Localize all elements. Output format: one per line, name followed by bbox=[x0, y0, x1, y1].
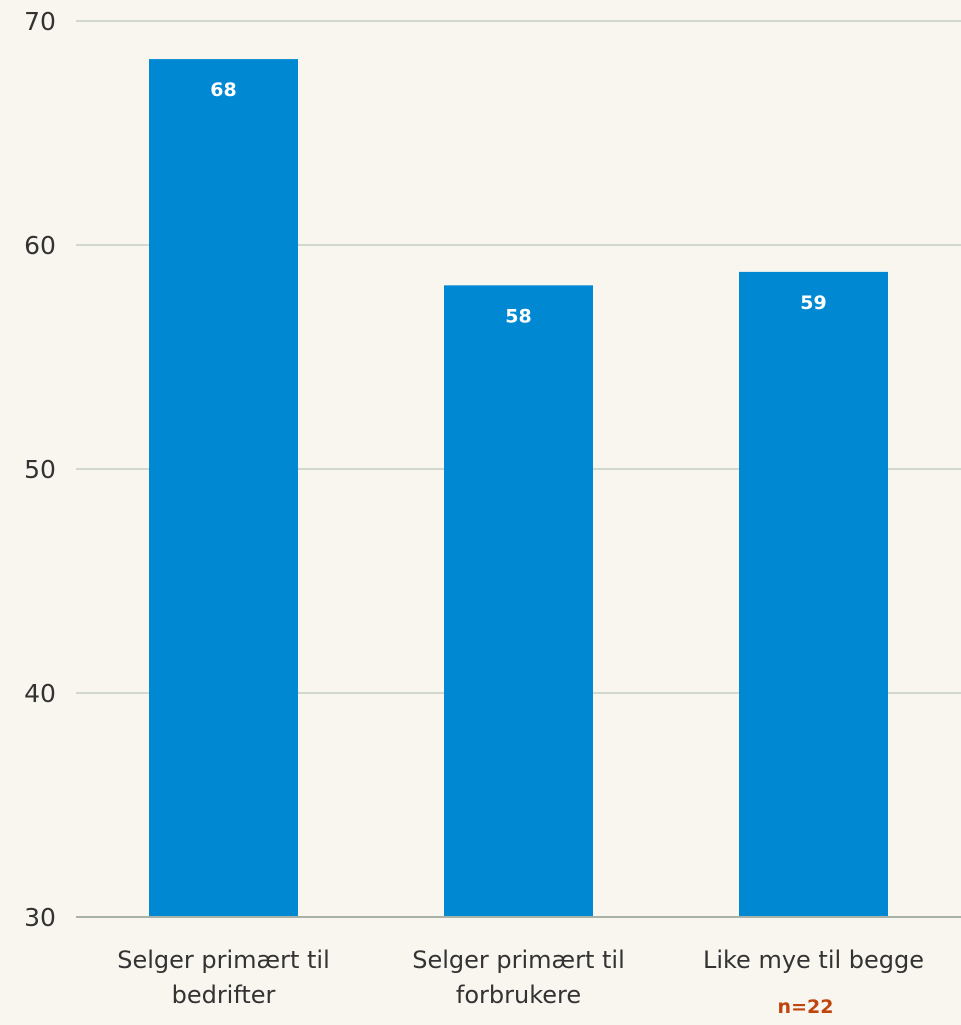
category-label-3: Like mye til begge bbox=[703, 946, 924, 974]
bar-3 bbox=[739, 272, 888, 917]
y-tick-label-70: 70 bbox=[24, 7, 56, 36]
bar-1 bbox=[149, 59, 298, 917]
data-label-3: 59 bbox=[800, 292, 826, 314]
category-label-1-line-1: Selger primært til bbox=[117, 946, 330, 974]
category-label-1-line-2: bedrifter bbox=[172, 981, 276, 1009]
y-tick-label-30: 30 bbox=[24, 903, 56, 932]
category-label-3-line-1: Like mye til begge bbox=[703, 946, 924, 974]
category-label-2-line-2: forbrukere bbox=[456, 981, 581, 1009]
y-tick-label-60: 60 bbox=[24, 231, 56, 260]
sample-size-note: n=22 bbox=[778, 996, 834, 1018]
y-tick-label-40: 40 bbox=[24, 679, 56, 708]
data-label-1: 68 bbox=[210, 79, 236, 101]
bar-2 bbox=[444, 285, 593, 917]
y-tick-label-50: 50 bbox=[24, 455, 56, 484]
category-label-2-line-1: Selger primært til bbox=[412, 946, 625, 974]
data-label-2: 58 bbox=[505, 305, 531, 327]
